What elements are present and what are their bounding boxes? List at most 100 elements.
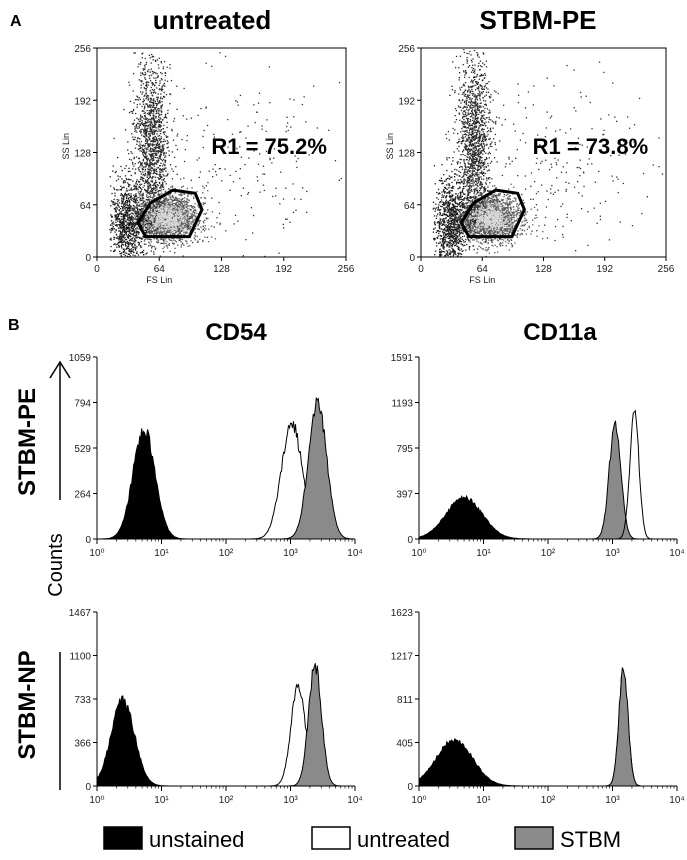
scatter-point <box>156 104 158 106</box>
scatter-point <box>144 122 146 124</box>
scatter-point <box>158 110 160 112</box>
scatter-point <box>176 199 178 201</box>
scatter-point <box>125 190 128 192</box>
scatter-point <box>184 220 186 222</box>
scatter-point <box>163 158 165 161</box>
scatter-point <box>157 191 159 193</box>
scatter-point <box>202 185 204 187</box>
scatter-point <box>157 202 159 205</box>
scatter-point <box>132 219 134 221</box>
scatter-point <box>153 191 155 194</box>
scatter-point <box>146 81 148 83</box>
scatter-point <box>181 214 183 216</box>
scatter-point <box>142 203 144 205</box>
scatter-title-stbm-pe: STBM-PE <box>480 5 597 35</box>
scatter-point <box>131 133 133 135</box>
scatter-point <box>139 212 141 215</box>
scatter-point <box>151 140 154 142</box>
scatter-point <box>150 170 152 172</box>
scatter-point <box>141 93 143 95</box>
scatter-point <box>183 208 185 211</box>
scatter-point <box>131 238 133 240</box>
scatter-point <box>203 197 206 199</box>
scatter-point <box>158 195 160 197</box>
scatter-point <box>126 188 128 190</box>
scatter-point <box>117 227 120 229</box>
scatter-point <box>154 102 156 104</box>
scatter-point <box>161 147 163 149</box>
scatter-point <box>120 223 122 225</box>
scatter-point <box>133 185 135 188</box>
scatter-point <box>152 99 154 101</box>
scatter-point <box>194 218 196 220</box>
scatter-point <box>146 86 148 88</box>
scatter-point <box>136 180 138 183</box>
scatter-point <box>162 207 164 209</box>
scatter-point <box>137 215 139 217</box>
scatter-point <box>197 241 199 243</box>
scatter-point <box>135 201 137 203</box>
scatter-point <box>149 223 152 225</box>
scatter-point <box>142 226 144 228</box>
scatter-point <box>176 231 178 233</box>
scatter-point <box>140 241 142 243</box>
scatter-point <box>144 218 146 220</box>
scatter-point <box>140 195 143 197</box>
scatter-point <box>146 183 149 185</box>
scatter-point <box>147 201 149 203</box>
scatter-point <box>153 159 155 161</box>
scatter-point <box>152 118 154 120</box>
scatter-point <box>125 209 127 211</box>
scatter-point <box>126 178 128 181</box>
scatter-point <box>174 233 176 235</box>
scatter-point <box>146 142 148 144</box>
scatter-point <box>144 135 146 137</box>
row-label-stbm-pe: STBM-PE <box>14 388 41 496</box>
scatter-point <box>174 218 176 220</box>
scatter-point <box>159 204 161 206</box>
scatter-point <box>164 115 166 117</box>
scatter-point <box>127 242 130 245</box>
scatter-point <box>152 103 155 105</box>
scatter-point <box>156 121 158 123</box>
scatter-point <box>127 223 129 225</box>
scatter-point <box>162 239 165 241</box>
scatter-point <box>158 190 160 192</box>
scatter-point <box>118 206 120 208</box>
scatter-point <box>164 131 166 133</box>
scatter-point <box>136 210 139 212</box>
scatter-point <box>152 149 154 151</box>
scatter-point <box>140 223 143 225</box>
scatter-point <box>137 137 139 139</box>
scatter-point <box>171 204 173 206</box>
scatter-point <box>162 225 164 227</box>
scatter-point <box>156 147 158 149</box>
scatter-point <box>168 195 170 197</box>
scatter-point <box>161 151 163 153</box>
scatter-point <box>110 227 113 230</box>
scatter-point <box>128 208 130 210</box>
scatter-point <box>131 227 133 230</box>
scatter-point <box>148 193 150 195</box>
scatter-point <box>151 227 153 229</box>
scatter-point <box>135 183 137 185</box>
scatter-point <box>193 237 195 239</box>
scatter-point <box>141 134 143 136</box>
scatter-point <box>186 204 188 206</box>
scatter-point <box>133 119 136 121</box>
scatter-point <box>155 207 157 209</box>
scatter-point <box>177 229 179 231</box>
scatter-point <box>149 71 151 73</box>
scatter-point <box>164 231 166 233</box>
scatter-point <box>179 228 182 230</box>
scatter-point <box>170 79 173 82</box>
scatter-point <box>143 218 145 220</box>
scatter-point <box>133 187 136 190</box>
scatter-point <box>154 150 156 152</box>
scatter-point <box>159 187 161 189</box>
scatter-point <box>211 236 213 238</box>
scatter-point <box>202 202 205 204</box>
scatter-point <box>122 251 124 253</box>
scatter-point <box>153 125 156 127</box>
